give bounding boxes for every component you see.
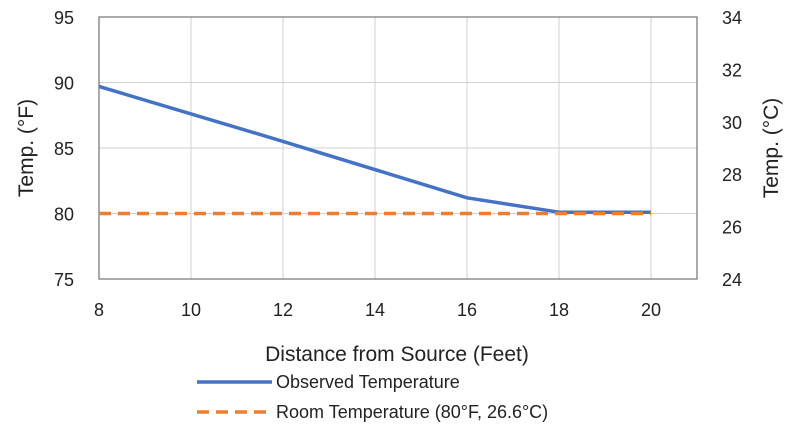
legend-label-observed: Observed Temperature bbox=[276, 372, 460, 392]
x-tick-label: 20 bbox=[641, 300, 661, 320]
x-tick-label: 14 bbox=[365, 300, 385, 320]
y-tick-label: 90 bbox=[54, 74, 74, 94]
grid bbox=[98, 16, 698, 280]
y2-tick-label: 30 bbox=[722, 113, 742, 133]
x-axis-title: Distance from Source (Feet) bbox=[265, 343, 529, 366]
y-tick-label: 95 bbox=[54, 8, 74, 28]
x-tick-label: 8 bbox=[94, 300, 104, 320]
x-tick-label: 12 bbox=[273, 300, 293, 320]
x-tick-label: 10 bbox=[181, 300, 201, 320]
y2-tick-label: 32 bbox=[722, 60, 742, 80]
y2-tick-label: 24 bbox=[722, 270, 742, 290]
x-tick-label: 18 bbox=[549, 300, 569, 320]
y-axis-title: Temp. (°F) bbox=[15, 99, 38, 197]
legend: Observed Temperature Room Temperature (8… bbox=[197, 372, 548, 422]
series-line-observed bbox=[98, 84, 651, 214]
plot-area-border bbox=[98, 16, 698, 280]
y-tick-label: 75 bbox=[54, 270, 74, 290]
legend-label-room: Room Temperature (80°F, 26.6°C) bbox=[276, 402, 548, 422]
y-tick-label: 80 bbox=[54, 205, 74, 225]
x-tick-label: 16 bbox=[457, 300, 477, 320]
y-tick-label: 85 bbox=[54, 139, 74, 159]
y2-tick-label: 28 bbox=[722, 165, 742, 185]
plot-series bbox=[98, 84, 651, 216]
y2-axis-title: Temp. (°C) bbox=[760, 98, 783, 199]
tick-labels: 75 80 85 90 95 24 26 28 30 32 34 8 10 12 14 16 18 20 bbox=[54, 8, 742, 320]
y2-tick-label: 26 bbox=[722, 218, 742, 238]
y2-tick-label: 34 bbox=[722, 8, 742, 28]
